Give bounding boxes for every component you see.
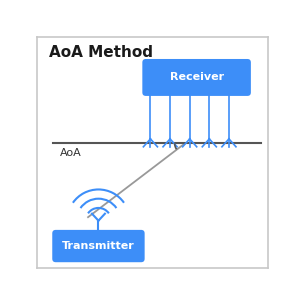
Text: Transmitter: Transmitter: [62, 241, 135, 251]
FancyBboxPatch shape: [142, 59, 251, 96]
FancyBboxPatch shape: [52, 230, 145, 262]
Text: AoA Method: AoA Method: [49, 45, 153, 60]
Text: AoA: AoA: [60, 148, 82, 158]
Text: Receiver: Receiver: [170, 72, 224, 82]
